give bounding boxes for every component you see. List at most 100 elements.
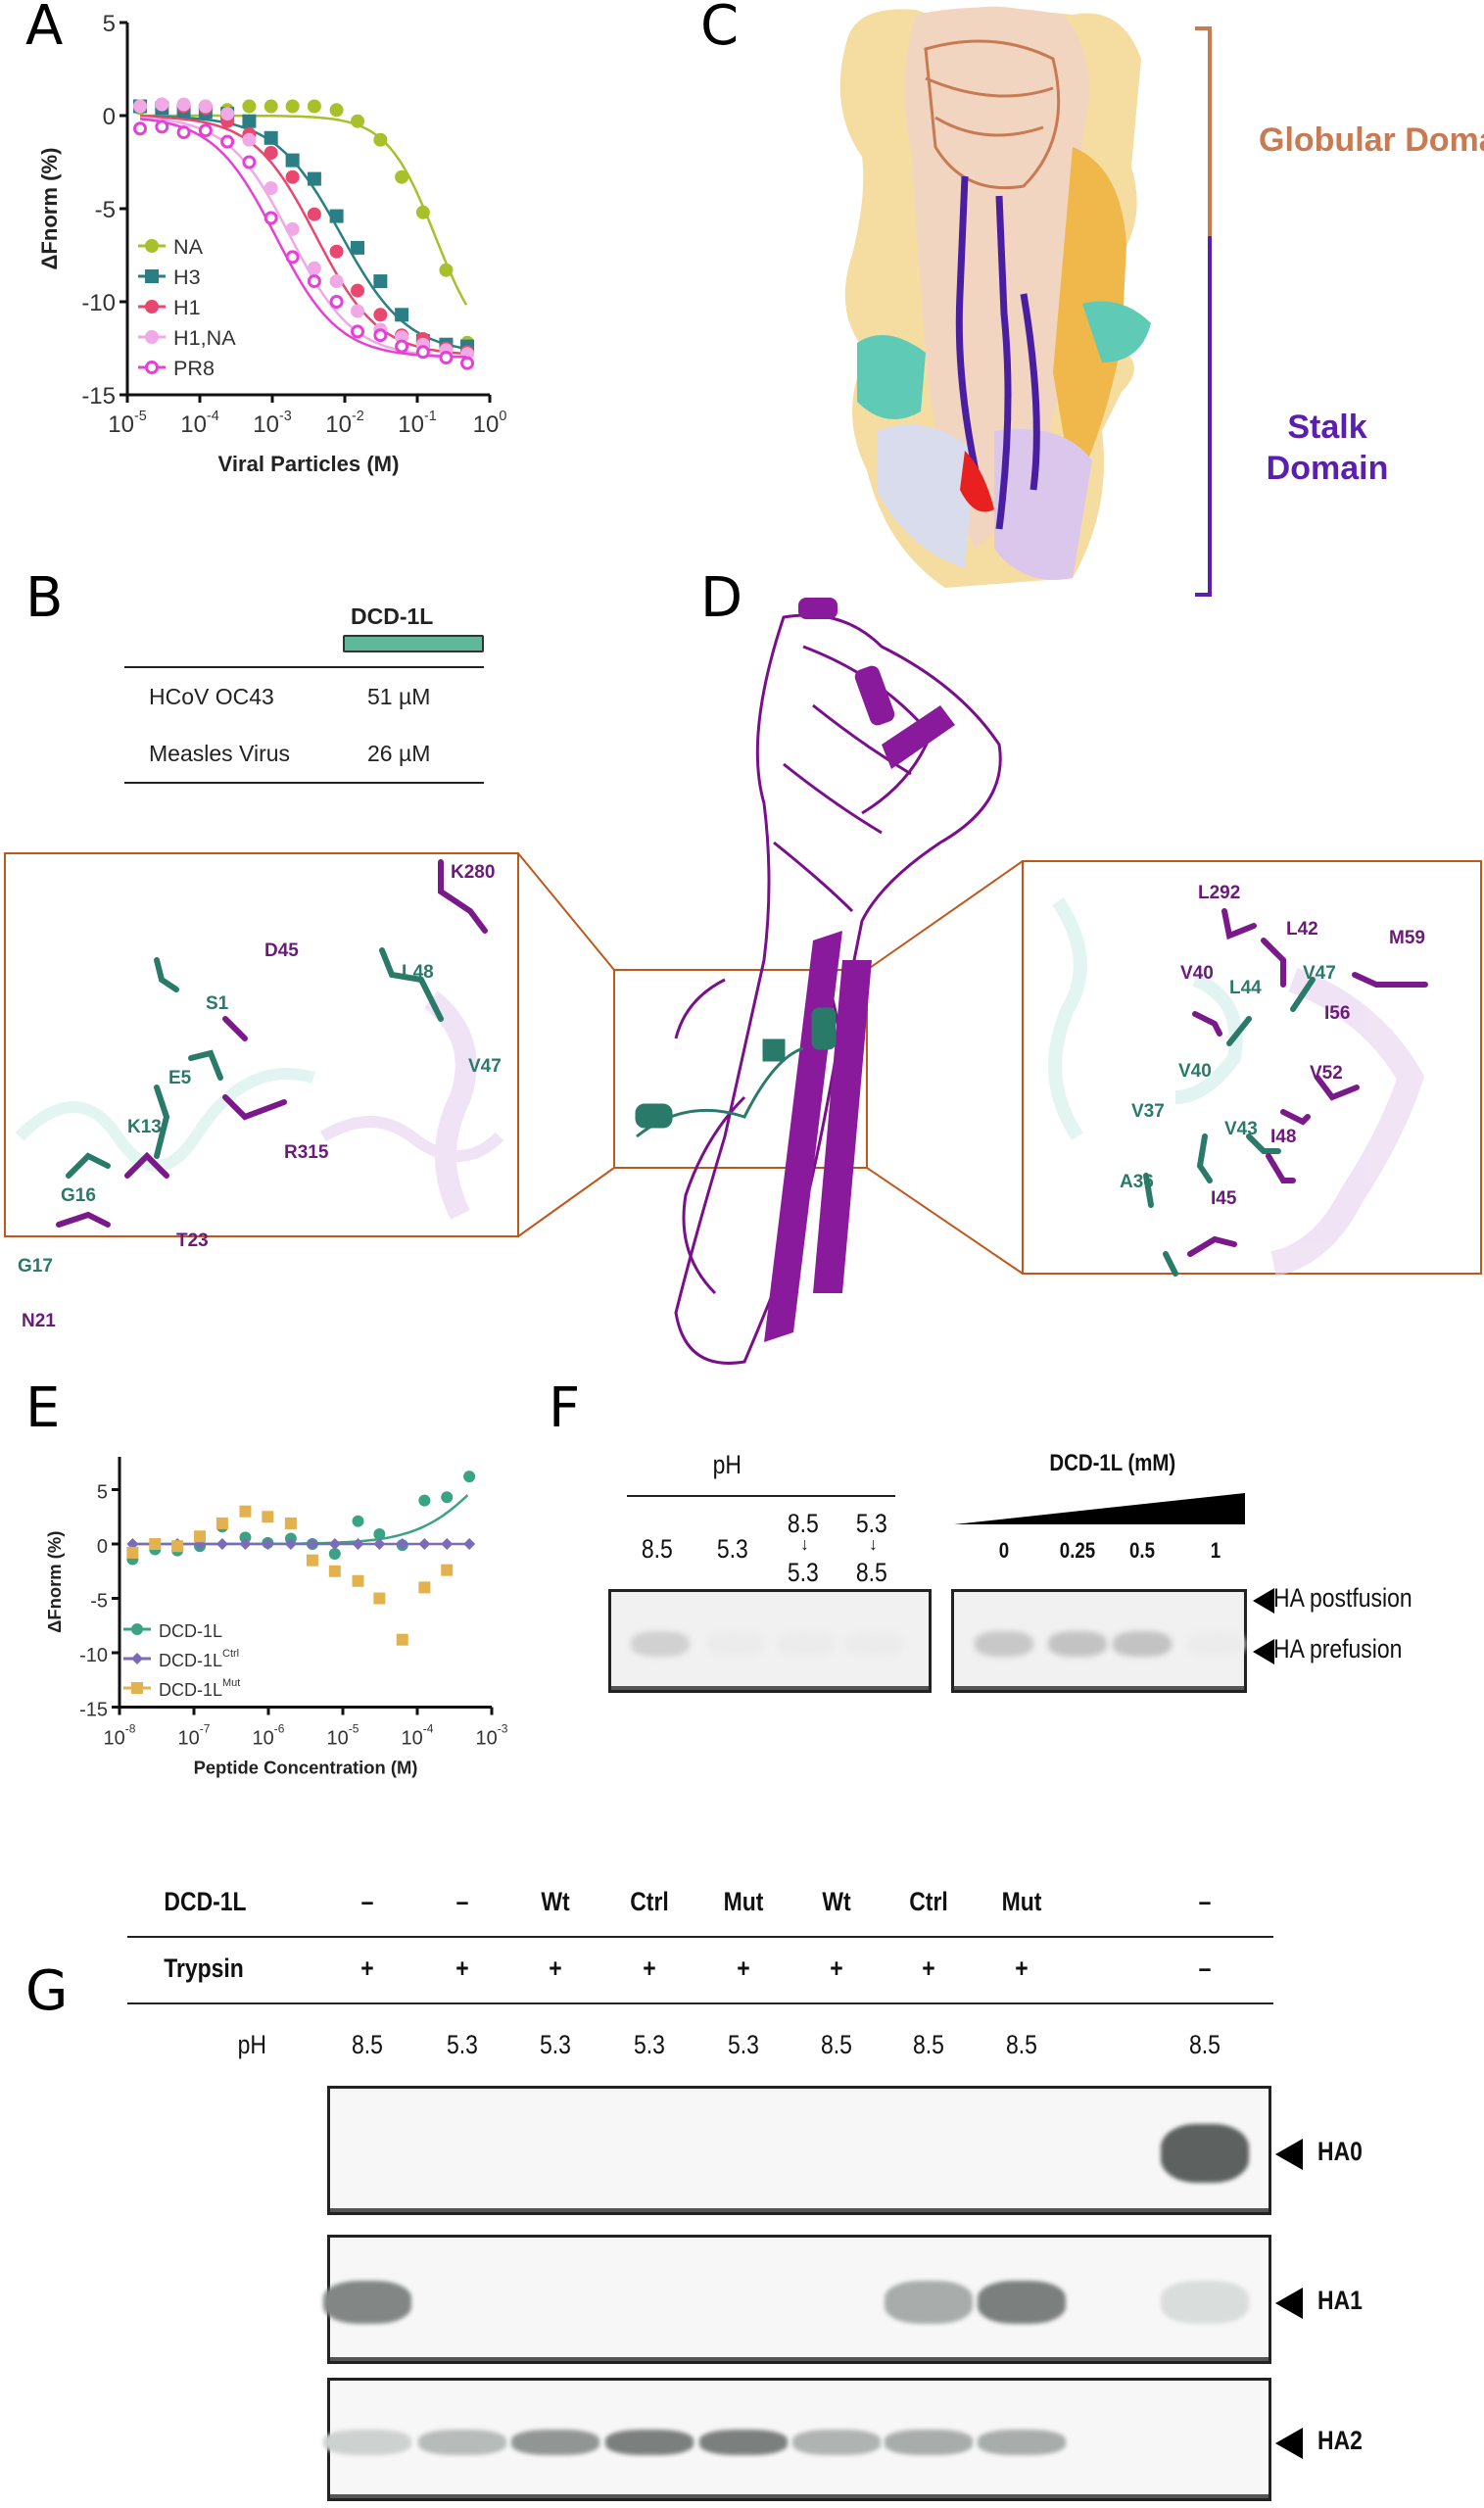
y-tick-label: -10: [79, 1645, 108, 1666]
data-point: [328, 1565, 341, 1577]
lane-value: Ctrl: [630, 1887, 669, 1916]
data-point: [126, 1546, 139, 1559]
lane-value: 5.3: [540, 2030, 571, 2059]
g-rule-2: [127, 2002, 1273, 2004]
data-point: [220, 107, 235, 121]
lane-value: Mut: [1001, 1887, 1042, 1916]
data-point: [395, 339, 409, 354]
data-point: [285, 169, 300, 184]
data-point: [155, 97, 169, 112]
lane-value: +: [549, 1953, 562, 1983]
row-label: pH: [237, 2030, 266, 2059]
transition-arrow-icon: ↓: [869, 1534, 878, 1554]
data-point: [396, 1633, 408, 1646]
x-tick-exponent: -8: [125, 1722, 136, 1736]
data-point: [352, 1515, 364, 1527]
data-point: [307, 261, 321, 275]
dcd-lane-value: 1: [1210, 1538, 1221, 1563]
data-point: [463, 1471, 476, 1483]
panel-label-d: D: [700, 566, 743, 630]
data-point: [263, 181, 278, 196]
y-tick-label: 0: [97, 1536, 108, 1558]
lane-value: 5.3: [634, 2030, 665, 2059]
data-point: [329, 103, 344, 118]
panel-label-e: E: [25, 1376, 61, 1440]
residue-label: L42: [1286, 919, 1318, 940]
x-axis-label: Peptide Concentration (M): [194, 1758, 418, 1778]
data-point: [441, 1564, 454, 1576]
table-top-rule: [124, 666, 484, 668]
data-point: [352, 1574, 364, 1587]
residue-label: L292: [1198, 883, 1241, 903]
lane-value: +: [643, 1953, 656, 1983]
lane-value: +: [922, 1953, 935, 1983]
panel-label-c: C: [700, 0, 740, 58]
x-tick-exponent: -5: [349, 1722, 359, 1736]
data-point: [194, 1530, 207, 1543]
legend-name: DCD-1L: [159, 1651, 222, 1670]
data-point: [418, 1494, 431, 1507]
marker-label: HA0: [1317, 2137, 1363, 2167]
data-point: [328, 1538, 341, 1550]
data-point: [352, 1538, 364, 1550]
gel-band: [1161, 2124, 1249, 2184]
legend-marker: [145, 269, 159, 283]
gel-band: [631, 1631, 690, 1657]
x-tick-exponent: -7: [200, 1722, 211, 1736]
data-point: [176, 125, 191, 140]
data-point: [176, 97, 191, 112]
data-point: [373, 274, 388, 289]
lane-value: 5.3: [728, 2030, 759, 2059]
data-point: [285, 99, 300, 114]
data-point: [284, 1538, 297, 1550]
x-tick-label: 10-8: [104, 1722, 136, 1750]
x-tick-label: 10-3: [476, 1722, 508, 1750]
data-point: [329, 209, 344, 223]
gel-band: [885, 2430, 973, 2455]
lane-value: 8.5: [352, 2030, 383, 2059]
x-tick-exponent: 0: [499, 409, 506, 424]
gel-band: [699, 2430, 788, 2455]
residue-label: N21: [22, 1311, 56, 1331]
legend-name: H1: [173, 295, 201, 319]
data-point: [418, 1538, 431, 1550]
ha-trimer-surface-structure: [839, 6, 1151, 588]
residue-label: T23: [176, 1230, 209, 1251]
legend-superscript: Ctrl: [222, 1648, 239, 1660]
residue-label: L44: [1229, 978, 1262, 998]
data-point: [133, 99, 148, 114]
legend-label: DCD-1L: [159, 1621, 222, 1641]
lane-value: 8.5: [1006, 2030, 1037, 2059]
x-tick-label: 10-3: [253, 409, 292, 438]
residue-label: G16: [61, 1185, 96, 1206]
transition-arrow-icon: ↓: [800, 1534, 809, 1554]
concentration-wedge: [954, 1493, 1245, 1524]
gel-band: [978, 2281, 1066, 2325]
data-point: [351, 283, 365, 298]
data-point: [307, 99, 321, 114]
lane-value: –: [1198, 1953, 1212, 1983]
data-point: [215, 1538, 228, 1550]
x-tick-exponent: -6: [274, 1722, 285, 1736]
legend-marker: [131, 1653, 143, 1664]
legend-label: H1,NA: [173, 325, 236, 350]
data-point: [263, 146, 278, 160]
data-point: [396, 1538, 408, 1550]
legend-name: DCD-1L: [159, 1680, 222, 1700]
data-point: [439, 263, 454, 277]
data-point: [351, 304, 365, 318]
gel-band: [1113, 1631, 1172, 1657]
legend-superscript: Mut: [222, 1677, 240, 1689]
fit-curve: [132, 1494, 469, 1546]
table-row-value: 26 µM: [367, 741, 431, 766]
data-point: [329, 244, 344, 259]
gel-ha0: [327, 2086, 1271, 2215]
y-tick-label: -5: [90, 1591, 108, 1613]
table-bottom-rule: [124, 782, 484, 784]
globular-domain-label: Globular Domain: [1259, 121, 1484, 159]
data-point: [242, 114, 257, 128]
dcd-concentration-header: DCD-1L (mM): [1049, 1450, 1176, 1476]
marker-label-postfusion: HA postfusion: [1273, 1583, 1412, 1613]
lane-value: –: [455, 1887, 469, 1916]
lane-value: Mut: [723, 1887, 764, 1916]
